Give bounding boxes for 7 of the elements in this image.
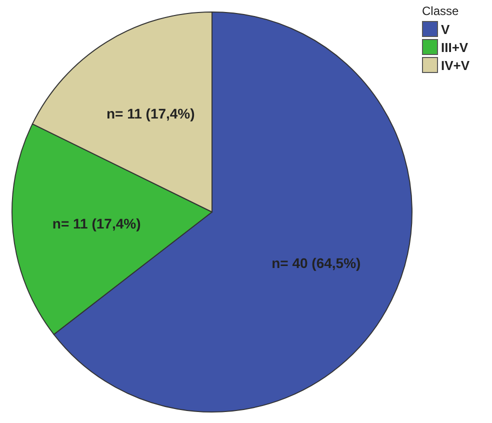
data-label: n= 11 (17,4%) (52, 216, 141, 232)
data-label: n= 11 (17,4%) (106, 106, 195, 122)
legend-label: V (441, 22, 450, 36)
legend-label: III+V (441, 40, 468, 54)
data-label: n= 40 (64,5%) (272, 255, 361, 272)
legend-label: IV+V (441, 58, 470, 72)
legend-title: Classe (422, 4, 460, 18)
